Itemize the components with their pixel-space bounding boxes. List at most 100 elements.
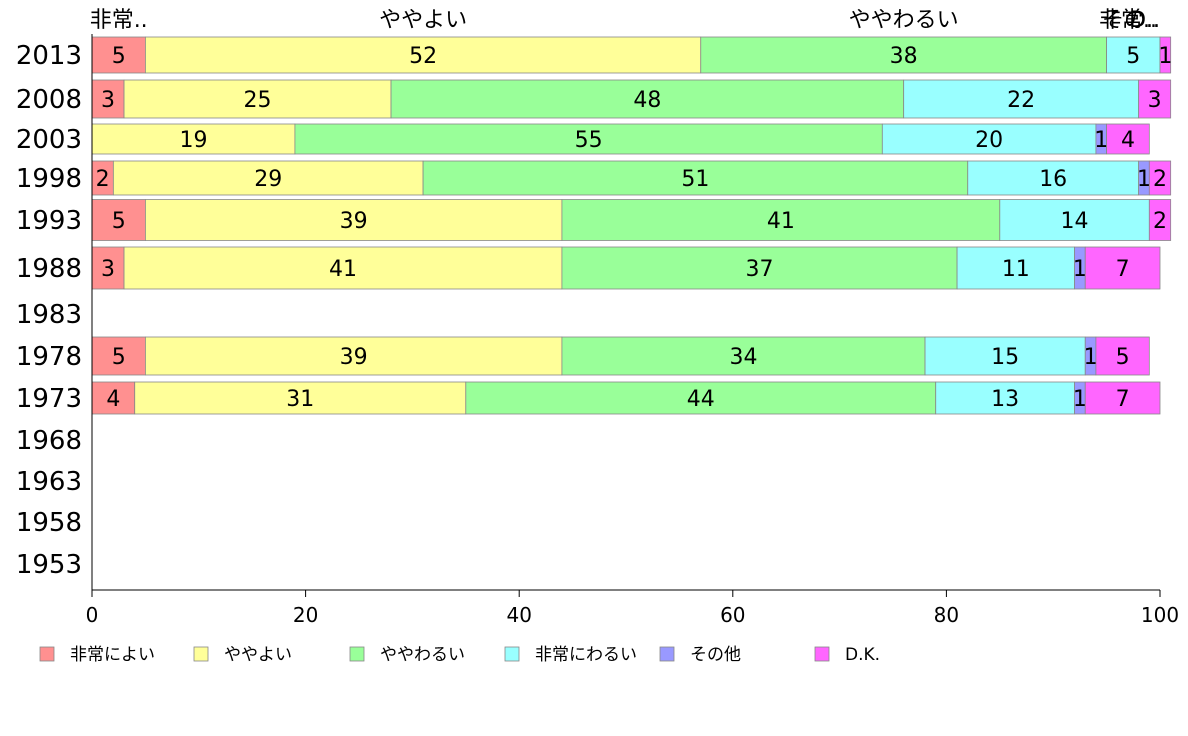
data-label: 22	[1007, 88, 1035, 113]
y-tick-label: 1978	[16, 342, 82, 372]
top-series-labels: 非常.. ややよい ややわるい 非常..その..D..	[90, 8, 1160, 33]
bar-segment	[1159, 36, 1172, 74]
legend-label: 非常によい	[70, 645, 155, 665]
data-label: 7	[1116, 387, 1130, 412]
y-tick-label: 1973	[16, 384, 82, 414]
data-label: 4	[106, 387, 120, 412]
bars: 5 52 38 5 13 25 48 22 319 55 20 1 42 29 51 16 1 25 39 41 14 2…	[91, 36, 1172, 415]
bar-segment	[967, 160, 1140, 196]
data-label: 1	[1084, 345, 1098, 370]
data-label: 39	[340, 209, 368, 234]
bar-segment	[999, 199, 1150, 241]
data-label: 1	[1158, 44, 1172, 69]
bar-segment	[91, 36, 146, 74]
data-label: 52	[409, 44, 437, 69]
data-label: 38	[890, 44, 918, 69]
x-tick-label: 60	[720, 603, 745, 627]
bar-segment	[91, 246, 125, 290]
bar-segment	[123, 246, 563, 290]
top-series-label: 非常..	[1099, 8, 1157, 33]
top-series-label: D..	[1129, 8, 1160, 33]
y-tick-label: 1993	[16, 206, 82, 236]
legend: 非常によい ややよい ややわるい 非常にわるい その他 D.K.	[39, 645, 880, 665]
legend-label: ややよい	[224, 645, 292, 665]
y-tick-label: 1958	[16, 508, 82, 538]
data-label: 7	[1116, 257, 1130, 282]
x-tick-label: 100	[1141, 603, 1179, 627]
y-tick-label: 1968	[16, 426, 82, 456]
legend-swatch	[659, 646, 675, 662]
data-label: 41	[767, 209, 795, 234]
y-tick-label: 1998	[16, 164, 82, 194]
y-tick-label: 1988	[16, 254, 82, 284]
data-label: 25	[244, 88, 272, 113]
data-label: 39	[340, 345, 368, 370]
data-label: 3	[1148, 88, 1162, 113]
data-label: 15	[991, 345, 1019, 370]
bar-segment	[91, 79, 125, 119]
bar-segment	[1095, 336, 1150, 376]
y-tick-label: 1983	[16, 300, 82, 330]
data-label: 13	[991, 387, 1019, 412]
data-label: 48	[633, 88, 661, 113]
top-series-label: その..	[1102, 8, 1160, 33]
y-tick-label: 2008	[16, 85, 82, 115]
legend-swatch	[504, 646, 520, 662]
data-label: 55	[575, 128, 603, 153]
data-label: 5	[1126, 44, 1140, 69]
data-label: 2	[1153, 209, 1167, 234]
bar-segment	[422, 160, 969, 196]
bar-segment	[561, 199, 1001, 241]
bar-segment	[1138, 79, 1172, 119]
data-label: 5	[1116, 345, 1130, 370]
data-label: 29	[254, 167, 282, 192]
data-label: 41	[329, 257, 357, 282]
x-axis: 0 20 40 60 80 100	[86, 34, 1179, 627]
bar-segment	[1106, 123, 1150, 155]
data-label: 3	[101, 257, 115, 282]
legend-label: D.K.	[845, 645, 880, 665]
y-tick-label: 2013	[16, 41, 82, 71]
bar-segment	[91, 336, 146, 376]
data-label: 37	[746, 257, 774, 282]
y-axis-labels: 2013 2008 2003 1998 1993 1988 1983 1978 1973 1968…	[16, 41, 82, 580]
bar-segment	[561, 246, 958, 290]
data-label: 51	[681, 167, 709, 192]
data-label: 11	[1002, 257, 1030, 282]
bar-segment	[924, 336, 1086, 376]
legend-swatch	[39, 646, 55, 662]
legend-swatch	[193, 646, 209, 662]
data-label: 19	[179, 128, 207, 153]
data-label: 31	[286, 387, 314, 412]
data-label: 3	[101, 88, 115, 113]
data-label: 14	[1061, 209, 1089, 234]
top-series-label: ややわるい	[849, 8, 959, 33]
data-label: 5	[112, 209, 126, 234]
data-label: 1	[1137, 167, 1151, 192]
bar-segment	[1148, 199, 1172, 241]
y-tick-label: 1953	[16, 550, 82, 580]
data-label: 16	[1039, 167, 1067, 192]
bar-segment	[294, 123, 883, 155]
bar-segment	[465, 381, 937, 415]
data-label: 44	[687, 387, 715, 412]
bar-segment	[144, 199, 563, 241]
data-label: 1	[1094, 128, 1108, 153]
x-tick-label: 20	[293, 603, 318, 627]
x-tick-label: 80	[934, 603, 959, 627]
legend-swatch	[814, 646, 830, 662]
bar-segment	[1084, 246, 1161, 290]
data-label: 5	[112, 345, 126, 370]
data-label: 5	[112, 44, 126, 69]
bar-segment	[1106, 36, 1161, 74]
bar-segment	[390, 79, 905, 119]
top-series-label: 非常..	[90, 8, 148, 33]
top-series-label: ややよい	[379, 8, 467, 33]
y-tick-label: 1963	[16, 467, 82, 497]
bar-segment	[112, 160, 424, 196]
bar-segment	[123, 79, 392, 119]
x-tick-label: 40	[506, 603, 531, 627]
bar-segment	[935, 381, 1075, 415]
legend-label: その他	[690, 645, 741, 665]
bar-segment	[91, 123, 296, 155]
